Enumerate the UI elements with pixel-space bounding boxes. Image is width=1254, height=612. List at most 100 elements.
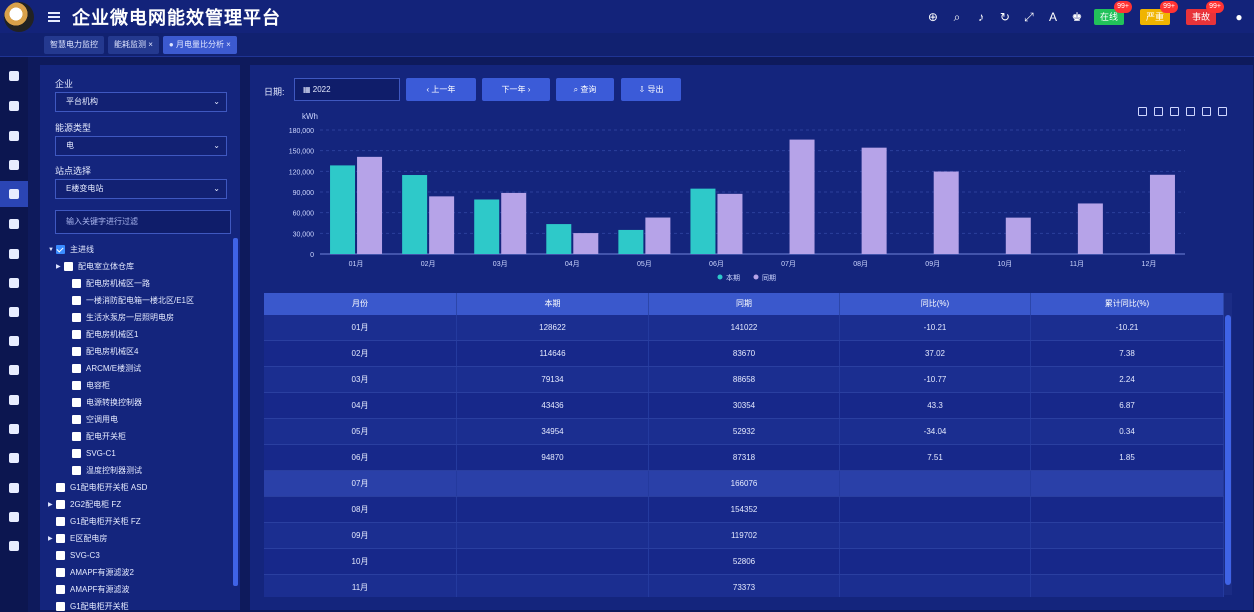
tree-checkbox[interactable] — [72, 398, 81, 407]
tree-node[interactable]: AMAPF有源滤波2 — [48, 564, 228, 581]
table-row[interactable]: 06月 94870 87318 7.51 1.85 — [264, 445, 1224, 471]
nav-device-icon[interactable] — [9, 483, 19, 493]
nav-grid-icon[interactable] — [9, 541, 19, 551]
bar-switch-icon[interactable] — [1170, 107, 1179, 116]
tab-power-monitor[interactable]: 智慧电力监控 — [44, 35, 104, 54]
tree-checkbox[interactable] — [56, 245, 65, 254]
nav-calendar-icon[interactable] — [9, 219, 19, 229]
year-input[interactable]: ▦ 2022 — [294, 78, 400, 101]
table-scroll-thumb[interactable] — [1225, 315, 1231, 585]
nav-lock-icon[interactable] — [9, 336, 19, 346]
table-row[interactable]: 09月 119702 — [264, 523, 1224, 549]
tree-node[interactable]: 生活水泵房一层照明电房 — [48, 309, 228, 326]
query-button[interactable]: ⌕ 查询 — [556, 78, 614, 101]
tree-node[interactable]: ▶ 2G2配电柜 FZ — [48, 496, 228, 513]
next-year-button[interactable]: 下一年 › — [482, 78, 550, 101]
tree-node[interactable]: 一楼消防配电箱一楼北区/E1区 — [48, 292, 228, 309]
tree-checkbox[interactable] — [72, 432, 81, 441]
tree-checkbox[interactable] — [56, 483, 65, 492]
tree-node[interactable]: AMAPF有源滤波 — [48, 581, 228, 598]
tree-node[interactable]: G1配电柜开关柜 FZ — [48, 513, 228, 530]
tree-checkbox[interactable] — [72, 449, 81, 458]
tree-node[interactable]: 配电开关柜 — [48, 428, 228, 445]
data-view-icon[interactable] — [1138, 107, 1147, 116]
tree-checkbox[interactable] — [72, 296, 81, 305]
volume-icon[interactable]: ♪ — [977, 9, 984, 24]
stack-switch-icon[interactable] — [1186, 107, 1195, 116]
nav-alarm-icon[interactable] — [9, 160, 19, 170]
tree-checkbox[interactable] — [56, 602, 65, 611]
tree-node[interactable]: 配电房机械区1 — [48, 326, 228, 343]
save-image-icon[interactable] — [1218, 107, 1227, 116]
tree-checkbox[interactable] — [56, 551, 65, 560]
enterprise-select[interactable]: 平台机构 ⌄ — [55, 92, 227, 112]
tree-node[interactable]: ▼ 主进线 — [48, 241, 228, 258]
tree-checkbox[interactable] — [72, 347, 81, 356]
table-row[interactable]: 01月 128622 141022 -10.21 -10.21 — [264, 315, 1224, 341]
table-row[interactable]: 05月 34954 52932 -34.04 0.34 — [264, 419, 1224, 445]
nav-card-icon[interactable] — [9, 365, 19, 375]
expand-arrow-icon[interactable]: ▶ — [48, 502, 53, 508]
nav-search-icon[interactable] — [9, 278, 19, 288]
nav-tool-icon[interactable] — [9, 512, 19, 522]
line-switch-icon[interactable] — [1154, 107, 1163, 116]
tree-node[interactable]: G1配电柜开关柜 ASD — [48, 479, 228, 496]
nav-report-icon[interactable] — [9, 453, 19, 463]
tree-checkbox[interactable] — [72, 415, 81, 424]
table-row[interactable]: 03月 79134 88658 -10.77 2.24 — [264, 367, 1224, 393]
prev-year-button[interactable]: ‹ 上一年 — [406, 78, 476, 101]
nav-location-icon[interactable] — [9, 424, 19, 434]
refresh-icon[interactable]: ↻ — [999, 9, 1010, 24]
tree-node[interactable]: ▶ E区配电房 — [48, 530, 228, 547]
tree-node[interactable]: SVG-C1 — [48, 445, 228, 462]
nav-bulb-icon[interactable] — [9, 249, 19, 259]
tree-checkbox[interactable] — [72, 466, 81, 475]
tree-node[interactable]: 空调用电 — [48, 411, 228, 428]
energy-type-select[interactable]: 电 ⌄ — [55, 136, 227, 156]
tree-node[interactable]: 配电房机械区4 — [48, 343, 228, 360]
tree-node[interactable]: 电容柜 — [48, 377, 228, 394]
table-scrollbar[interactable] — [1224, 293, 1232, 595]
tree-scrollbar[interactable] — [233, 238, 238, 586]
tree-checkbox[interactable] — [64, 262, 73, 271]
tree-node[interactable]: ARCM/E楼测试 — [48, 360, 228, 377]
table-row[interactable]: 07月 166076 — [264, 471, 1224, 497]
expand-arrow-icon[interactable]: ▶ — [48, 536, 53, 542]
tree-checkbox[interactable] — [56, 517, 65, 526]
nav-globe-icon[interactable] — [9, 101, 19, 111]
tree-checkbox[interactable] — [56, 534, 65, 543]
expand-arrow-icon[interactable]: ▶ — [56, 264, 61, 270]
tree-checkbox[interactable] — [72, 279, 81, 288]
tree-search-input[interactable]: 输入关键字进行过滤 — [55, 210, 231, 234]
tree-node[interactable]: 电源转换控制器 — [48, 394, 228, 411]
tree-checkbox[interactable] — [56, 500, 65, 509]
table-row[interactable]: 04月 43436 30354 43.3 6.87 — [264, 393, 1224, 419]
tree-node[interactable]: SVG-C3 — [48, 547, 228, 564]
online-badge[interactable]: 在线 99+ — [1093, 0, 1132, 25]
tree-node[interactable]: ▶ 配电室立体仓库 — [48, 258, 228, 275]
tree-checkbox[interactable] — [72, 313, 81, 322]
tree-node[interactable]: 配电房机械区一路 — [48, 275, 228, 292]
expand-arrow-icon[interactable]: ▼ — [48, 246, 54, 253]
nav-screen-icon[interactable] — [9, 395, 19, 405]
tree-node[interactable]: 温度控制器测试 — [48, 462, 228, 479]
tree-checkbox[interactable] — [72, 364, 81, 373]
nav-chart-icon[interactable] — [9, 189, 19, 199]
tree-node[interactable]: G1配电柜开关柜 — [48, 598, 228, 612]
table-row[interactable]: 10月 52806 — [264, 549, 1224, 575]
restore-icon[interactable] — [1202, 107, 1211, 116]
nav-monitor-icon[interactable] — [9, 71, 19, 81]
font-size-icon[interactable]: A — [1048, 9, 1057, 24]
tab-energy-monitor[interactable]: 能耗监测 × — [108, 35, 159, 54]
point-select[interactable]: E楼变电站 ⌄ — [55, 179, 227, 199]
globe-icon[interactable]: ⊕ — [927, 9, 938, 24]
theme-icon[interactable]: ♚ — [1071, 9, 1083, 24]
table-row[interactable]: 02月 114646 83670 37.02 7.38 — [264, 341, 1224, 367]
menu-toggle-icon[interactable] — [48, 11, 60, 22]
user-icon[interactable]: ● — [1235, 9, 1243, 24]
tree-checkbox[interactable] — [56, 585, 65, 594]
tab-monthly-compare[interactable]: ● 月电量比分析 × — [162, 35, 237, 54]
tree-checkbox[interactable] — [72, 330, 81, 339]
tree-checkbox[interactable] — [72, 381, 81, 390]
severe-badge[interactable]: 严重 99+ — [1139, 0, 1178, 25]
